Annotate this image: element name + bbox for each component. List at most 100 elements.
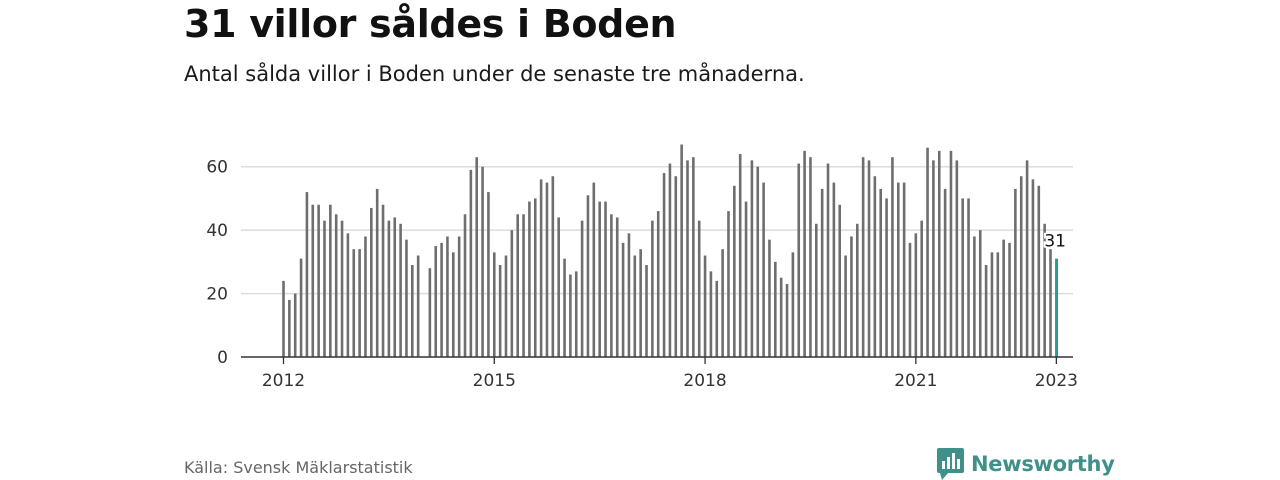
bar — [574, 271, 578, 357]
bar — [826, 163, 830, 357]
bar — [727, 211, 730, 357]
x-tick-label: 2023 — [1035, 371, 1078, 391]
y-tick-label: 40 — [206, 221, 228, 241]
bar — [440, 242, 443, 357]
bar — [733, 185, 736, 357]
bar — [937, 150, 941, 357]
bar — [293, 293, 297, 357]
bar — [504, 255, 508, 357]
bar — [779, 277, 783, 357]
bar — [457, 236, 461, 357]
y-tick-label: 20 — [206, 285, 228, 305]
bar — [908, 242, 912, 357]
bar — [446, 236, 449, 357]
bar — [803, 150, 806, 357]
bar — [375, 188, 379, 357]
bar — [932, 160, 935, 357]
bar — [850, 236, 853, 357]
bar — [633, 255, 637, 357]
bar — [1043, 223, 1046, 357]
bar — [692, 157, 695, 357]
y-tick-label: 0 — [217, 348, 228, 368]
bar — [528, 201, 531, 357]
bar — [815, 223, 818, 357]
bar — [580, 220, 584, 357]
y-axis-ticks: 0 20 40 60 — [206, 158, 228, 368]
bar — [334, 214, 338, 357]
bar — [961, 198, 964, 357]
bar — [867, 160, 871, 357]
bar — [656, 211, 660, 357]
bar — [498, 265, 502, 357]
bar — [768, 239, 771, 357]
bar — [978, 230, 982, 357]
bar — [662, 173, 666, 357]
highlight-value-label: 31 — [1044, 232, 1066, 252]
bar — [680, 144, 683, 357]
bar — [920, 220, 923, 357]
y-tick-label: 60 — [206, 158, 228, 178]
bar — [703, 255, 707, 357]
bar — [756, 166, 760, 357]
bar — [621, 242, 625, 357]
bar — [533, 198, 537, 357]
bar — [381, 204, 385, 357]
bar — [762, 182, 765, 357]
bar — [428, 268, 432, 357]
bar — [451, 252, 455, 357]
bar — [1025, 160, 1029, 357]
bar — [1008, 242, 1011, 357]
bar — [492, 252, 496, 357]
bar — [604, 201, 607, 357]
bar — [879, 188, 883, 357]
bar — [645, 265, 648, 357]
bar — [405, 239, 408, 357]
bar-chart: 0 20 40 60 2012 2015 2018 2021 2023 31 — [206, 144, 1078, 391]
chart-title: 31 villor såldes i Boden — [184, 2, 677, 46]
bar — [305, 192, 309, 357]
bar — [744, 201, 748, 357]
bar — [896, 182, 900, 357]
bar — [1049, 249, 1052, 357]
x-tick-label: 2012 — [262, 371, 305, 391]
bar — [820, 188, 824, 357]
bar — [990, 252, 994, 357]
bar — [346, 233, 350, 357]
brand-logo-block[interactable]: Newsworthy — [937, 448, 1115, 480]
bar-highlight — [1055, 258, 1059, 357]
bar — [387, 220, 391, 357]
bar — [996, 252, 1000, 357]
bar-series — [282, 144, 1059, 357]
bar — [510, 230, 514, 357]
bar — [651, 220, 654, 357]
bar — [364, 236, 367, 357]
bar — [838, 204, 842, 357]
newsworthy-logo-icon — [937, 448, 964, 480]
bar — [686, 160, 689, 357]
bar — [610, 214, 613, 357]
bar — [791, 252, 795, 357]
bar — [288, 299, 291, 357]
bar — [598, 201, 601, 357]
bar — [861, 157, 865, 357]
bar — [469, 169, 473, 357]
bar — [399, 223, 402, 357]
bar — [855, 223, 859, 357]
bar — [809, 157, 812, 357]
bar — [627, 233, 631, 357]
bar — [592, 182, 596, 357]
bar — [668, 163, 672, 357]
bar — [299, 258, 303, 357]
bar — [1037, 185, 1041, 357]
bar — [943, 188, 947, 357]
source-note: Källa: Svensk Mäklarstatistik — [184, 458, 413, 477]
bar — [475, 157, 479, 357]
bar — [487, 192, 490, 357]
bar — [750, 160, 754, 357]
bar — [311, 204, 315, 357]
bar — [785, 284, 789, 357]
bar — [674, 176, 678, 357]
bar — [586, 195, 590, 357]
bar — [738, 154, 742, 357]
brand-name: Newsworthy — [971, 452, 1115, 476]
